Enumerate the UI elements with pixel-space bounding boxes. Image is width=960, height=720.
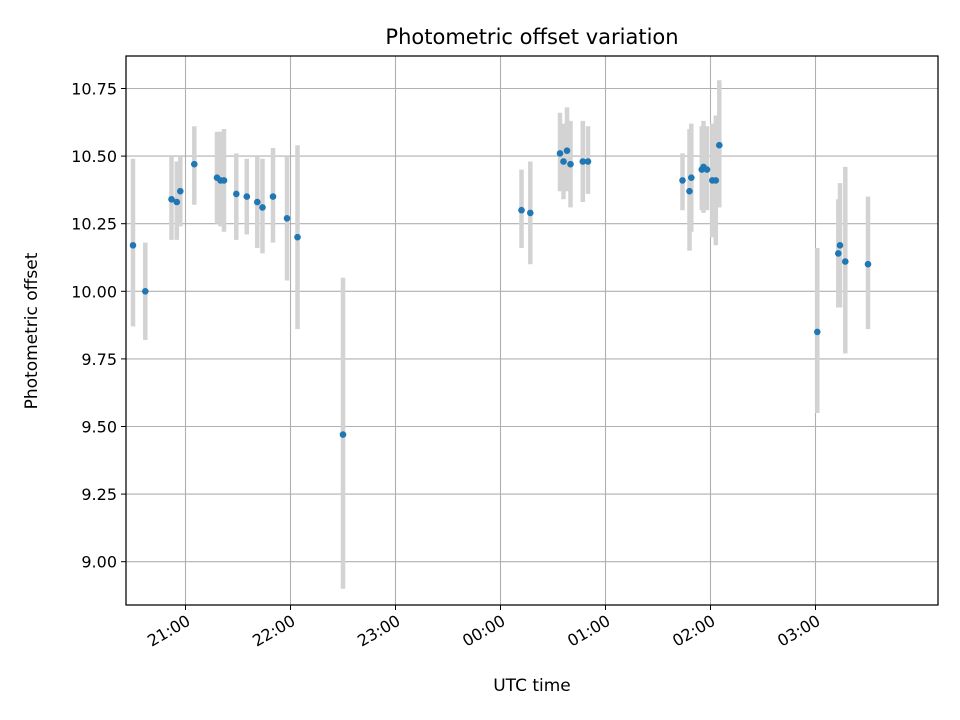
y-tick-label: 9.50 — [81, 418, 117, 437]
y-axis-label: Photometric offset — [22, 252, 42, 409]
data-point — [556, 150, 564, 157]
data-point — [518, 206, 525, 214]
data-point — [679, 177, 686, 184]
data-point — [142, 288, 149, 295]
data-point — [567, 160, 574, 168]
data-point — [220, 177, 228, 184]
data-point — [814, 328, 821, 336]
data-point — [527, 209, 534, 217]
y-tick-label: 10.25 — [71, 215, 117, 234]
data-point — [703, 166, 711, 173]
data-point — [584, 158, 592, 165]
y-tick-label: 9.25 — [81, 485, 117, 504]
chart-title: Photometric offset variation — [385, 25, 678, 49]
y-tick-label: 10.50 — [71, 147, 117, 166]
y-tick-label: 10.75 — [71, 80, 117, 99]
data-point — [716, 141, 723, 149]
data-point — [283, 215, 291, 222]
plot-frame — [125, 55, 939, 606]
data-point — [688, 174, 695, 181]
y-tick-label: 10.00 — [71, 282, 117, 301]
data-point — [579, 158, 587, 165]
data-point — [129, 242, 137, 249]
data-point — [563, 147, 571, 154]
data-point — [864, 260, 872, 268]
data-point — [259, 204, 266, 211]
data-point — [269, 193, 277, 200]
y-axis-ticks: 9.00 9.25 9.50 9.75 10.00 10.25 10.50 10.75 — [71, 80, 126, 572]
data-point — [168, 196, 175, 203]
data-point — [253, 198, 261, 206]
data-point — [243, 193, 251, 200]
data-point — [842, 258, 849, 265]
data-point — [686, 187, 693, 195]
y-tick-label: 9.00 — [81, 553, 117, 572]
data-point — [177, 187, 184, 195]
data-point — [233, 190, 240, 198]
data-point — [560, 158, 567, 165]
x-axis-label: UTC time — [493, 676, 571, 696]
data-point — [294, 233, 301, 241]
data-point — [191, 160, 198, 168]
data-point — [835, 250, 842, 257]
data-points — [129, 141, 872, 438]
data-point — [339, 431, 347, 438]
data-point — [712, 177, 720, 184]
data-point — [836, 242, 844, 249]
y-tick-label: 9.75 — [81, 350, 117, 369]
data-point — [173, 198, 181, 206]
